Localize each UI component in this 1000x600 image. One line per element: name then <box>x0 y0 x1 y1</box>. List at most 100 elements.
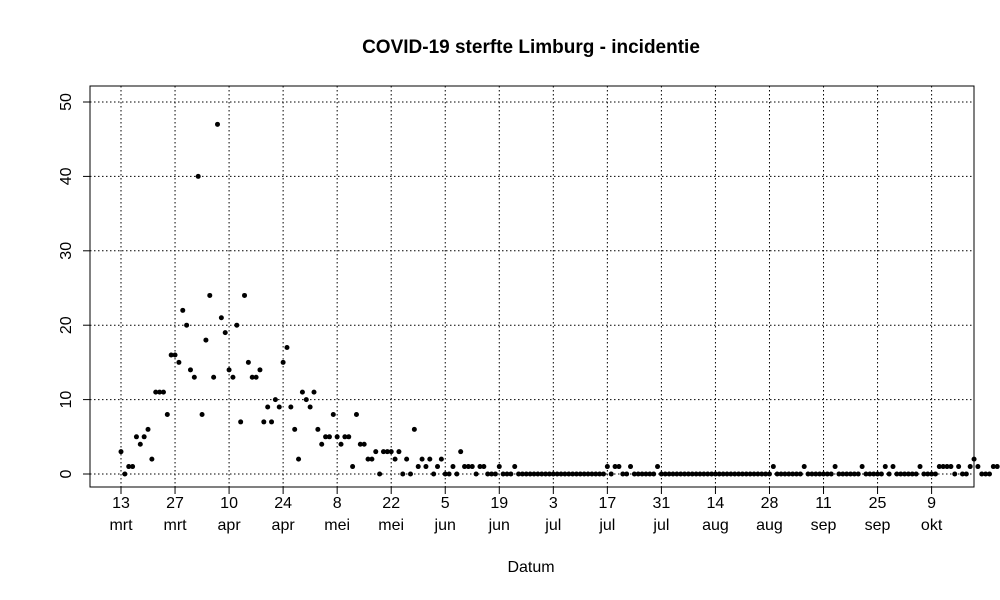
data-point <box>492 471 498 477</box>
data-point <box>685 471 691 477</box>
data-point <box>682 471 688 477</box>
data-point <box>635 471 641 477</box>
data-point <box>894 471 900 477</box>
data-point <box>875 471 881 477</box>
data-point <box>508 471 514 477</box>
data-point <box>184 322 190 328</box>
data-point <box>330 411 336 417</box>
data-point <box>848 471 854 477</box>
data-point <box>280 359 286 365</box>
data-point <box>979 471 985 477</box>
x-tick-month: jun <box>434 517 456 534</box>
data-point <box>554 471 560 477</box>
data-point <box>589 471 595 477</box>
data-point <box>481 464 487 470</box>
data-point <box>612 464 618 470</box>
x-tick-month: okt <box>921 517 943 534</box>
data-point <box>851 471 857 477</box>
data-point <box>967 464 973 470</box>
data-point <box>130 464 136 470</box>
data-point <box>782 471 788 477</box>
data-point <box>689 471 695 477</box>
data-point <box>655 464 661 470</box>
data-point <box>824 471 830 477</box>
data-point <box>292 426 298 432</box>
x-tick-day: 13 <box>112 495 130 512</box>
data-point <box>952 471 958 477</box>
data-point <box>821 471 827 477</box>
data-point <box>886 471 892 477</box>
data-point <box>122 471 128 477</box>
data-point <box>446 471 452 477</box>
data-point <box>442 471 448 477</box>
data-point <box>276 404 282 410</box>
data-point <box>539 471 545 477</box>
data-point <box>257 367 263 373</box>
data-point <box>118 449 124 455</box>
data-point <box>546 471 552 477</box>
data-point <box>562 471 568 477</box>
data-point <box>284 345 290 351</box>
data-point <box>489 471 495 477</box>
x-tick-month: jul <box>544 517 561 534</box>
data-point <box>585 471 591 477</box>
data-point <box>350 464 356 470</box>
data-point <box>137 441 143 447</box>
data-point <box>813 471 819 477</box>
x-tick-day: 24 <box>274 495 292 512</box>
data-point <box>485 471 491 477</box>
data-point <box>577 471 583 477</box>
data-point <box>160 389 166 395</box>
data-point <box>766 471 772 477</box>
data-point <box>377 471 383 477</box>
data-point <box>712 471 718 477</box>
data-point <box>218 315 224 321</box>
data-point <box>392 456 398 462</box>
x-tick-day: 27 <box>166 495 184 512</box>
data-point <box>253 374 259 380</box>
data-point <box>859 464 865 470</box>
data-point <box>724 471 730 477</box>
x-axis: 13 mrt 27 mrt 10 apr 24 apr 8 mei 22 mei 5 jun 19 jun 3 j… <box>109 487 943 534</box>
data-point <box>469 464 475 470</box>
data-point <box>697 471 703 477</box>
data-point <box>975 464 981 470</box>
data-point <box>990 464 996 470</box>
data-point <box>203 337 209 343</box>
data-point <box>778 471 784 477</box>
data-point <box>195 173 201 179</box>
data-point <box>191 374 197 380</box>
data-point <box>380 449 386 455</box>
data-point <box>550 471 556 477</box>
y-axis: 0 10 20 30 40 50 <box>58 93 90 478</box>
data-point <box>828 471 834 477</box>
data-point <box>145 426 151 432</box>
data-point <box>404 456 410 462</box>
data-point <box>361 441 367 447</box>
x-tick-day: 17 <box>598 495 616 512</box>
data-point <box>604 464 610 470</box>
data-point <box>226 367 232 373</box>
data-point <box>743 471 749 477</box>
y-tick-label: 30 <box>58 242 75 260</box>
data-point <box>504 471 510 477</box>
x-tick-month: mei <box>378 517 404 534</box>
data-point <box>261 419 267 425</box>
data-point <box>566 471 572 477</box>
data-points <box>118 121 1000 477</box>
data-point <box>353 411 359 417</box>
data-point <box>384 449 390 455</box>
x-tick-month: mrt <box>109 517 133 534</box>
data-point <box>296 456 302 462</box>
data-point <box>651 471 657 477</box>
grid-lines <box>90 86 974 487</box>
data-point <box>971 456 977 462</box>
data-point <box>153 389 159 395</box>
data-point <box>817 471 823 477</box>
data-point <box>836 471 842 477</box>
y-tick-label: 0 <box>58 469 75 478</box>
data-point <box>898 471 904 477</box>
data-point <box>369 456 375 462</box>
data-point <box>558 471 564 477</box>
